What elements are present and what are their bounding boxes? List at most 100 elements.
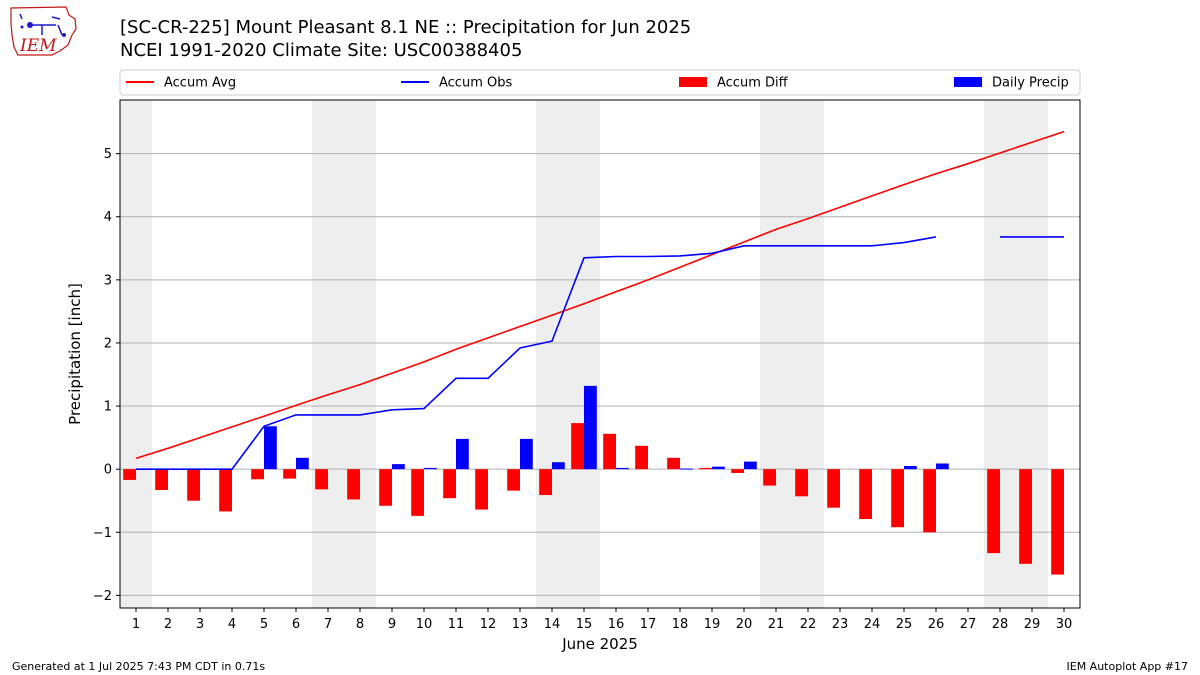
accum-diff-bar-7: [315, 469, 328, 490]
chart-subtitle: NCEI 1991-2020 Climate Site: USC00388405: [120, 40, 523, 61]
x-tick-label: 26: [928, 617, 945, 632]
accum-diff-bar-30: [1051, 469, 1064, 575]
weekend-band-0: [120, 100, 152, 608]
accum-diff-bar-20: [731, 469, 744, 473]
accum-diff-bar-12: [475, 469, 488, 510]
accum-obs-line-0: [136, 236, 937, 471]
accum-diff-bar-5: [251, 469, 264, 480]
x-tick-label: 27: [960, 617, 977, 632]
x-tick-label: 18: [672, 617, 689, 632]
legend-swatch-2: [679, 77, 707, 87]
accum-diff-bar-10: [411, 469, 424, 516]
daily-precip-bar-26: [936, 463, 949, 470]
accum-diff-bar-28: [987, 469, 1000, 554]
legend-swatch-3: [954, 77, 982, 87]
accum-diff-bar-8: [347, 469, 360, 500]
x-tick-label: 13: [512, 617, 529, 632]
x-tick-label: 19: [704, 617, 721, 632]
x-tick-label: 29: [1024, 617, 1041, 632]
x-tick-label: 10: [416, 617, 433, 632]
x-tick-label: 3: [196, 617, 204, 632]
legend-label-3: Daily Precip: [992, 76, 1069, 91]
y-tick-label: 4: [104, 210, 112, 225]
accum-diff-bar-23: [827, 469, 840, 508]
x-axis-label: June 2025: [561, 635, 638, 653]
x-tick-label: 28: [992, 617, 1009, 632]
accum-avg-line-0: [135, 130, 1065, 460]
x-tick-label: 17: [640, 617, 657, 632]
daily-precip-bar-16: [616, 467, 629, 470]
generated-note: Generated at 1 Jul 2025 7:43 PM CDT in 0…: [12, 660, 266, 673]
x-tick-label: 11: [448, 617, 465, 632]
daily-precip-bar-19: [712, 466, 725, 470]
accum-diff-bar-18: [667, 457, 680, 470]
accum-diff-bar-22: [795, 469, 808, 497]
x-tick-label: 23: [832, 617, 849, 632]
accum-diff-bar-13: [507, 469, 520, 491]
daily-precip-bar-18: [680, 468, 693, 470]
accum-diff-bar-19: [699, 467, 712, 470]
y-tick-label: −1: [93, 526, 112, 541]
accum-diff-bar-3: [187, 469, 200, 501]
accum-diff-bar-16: [603, 433, 616, 470]
weekend-band-1: [312, 100, 376, 608]
legend-label-1: Accum Obs: [439, 76, 512, 91]
accum-diff-bar-1: [123, 469, 136, 480]
accum-diff-bar-2: [155, 469, 168, 490]
y-tick-label: 5: [104, 147, 112, 162]
x-tick-label: 16: [608, 617, 625, 632]
accum-diff-bar-21: [763, 469, 776, 486]
accum-diff-bar-15: [571, 423, 584, 470]
x-tick-label: 8: [356, 617, 364, 632]
legend-label-2: Accum Diff: [717, 76, 789, 91]
x-tick-label: 2: [164, 617, 172, 632]
plot-frame: [119, 99, 1081, 609]
accum-diff-bar-26: [923, 469, 936, 533]
y-tick-label: 2: [104, 336, 112, 351]
y-axis-label: Precipitation [inch]: [66, 283, 84, 425]
daily-precip-bar-15: [584, 385, 597, 470]
x-tick-label: 24: [864, 617, 881, 632]
accum-diff-bar-9: [379, 469, 392, 506]
x-tick-label: 7: [324, 617, 332, 632]
daily-precip-bar-11: [456, 438, 469, 470]
daily-precip-bar-20: [744, 461, 757, 470]
daily-precip-bar-6: [296, 457, 309, 470]
accum-diff-bar-6: [283, 469, 296, 479]
legend-box: [119, 69, 1081, 96]
legend-label-0: Accum Avg: [164, 76, 236, 91]
accum-diff-bar-17: [635, 445, 648, 470]
y-tick-label: 3: [104, 273, 112, 288]
accum-diff-bar-11: [443, 469, 456, 499]
weekend-band-2: [536, 100, 600, 608]
y-tick-label: −2: [93, 589, 112, 604]
accum-diff-bar-29: [1019, 469, 1032, 564]
x-tick-label: 9: [388, 617, 396, 632]
app-credit: IEM Autoplot App #17: [1066, 660, 1189, 673]
x-tick-label: 22: [800, 617, 817, 632]
daily-precip-bar-13: [520, 438, 533, 470]
accum-diff-bar-24: [859, 469, 872, 520]
x-tick-label: 12: [480, 617, 497, 632]
y-tick-label: 0: [104, 463, 112, 478]
x-tick-label: 30: [1056, 617, 1073, 632]
chart-title: [SC-CR-225] Mount Pleasant 8.1 NE :: Pre…: [120, 17, 692, 38]
daily-precip-bar-14: [552, 462, 565, 470]
accum-diff-bar-14: [539, 469, 552, 496]
x-tick-label: 20: [736, 617, 753, 632]
x-tick-label: 15: [576, 617, 593, 632]
x-tick-label: 5: [260, 617, 268, 632]
x-tick-label: 1: [132, 617, 140, 632]
daily-precip-bar-25: [904, 466, 917, 470]
x-tick-label: 21: [768, 617, 785, 632]
daily-precip-bar-10: [424, 467, 437, 470]
x-tick-label: 14: [544, 617, 561, 632]
iem-logo: IEM: [8, 5, 80, 61]
x-tick-label: 4: [228, 617, 236, 632]
accum-diff-bar-4: [219, 469, 232, 512]
logo-text: IEM: [19, 36, 57, 56]
daily-precip-bar-9: [392, 464, 405, 470]
x-tick-label: 6: [292, 617, 300, 632]
weekend-band-3: [760, 100, 824, 608]
